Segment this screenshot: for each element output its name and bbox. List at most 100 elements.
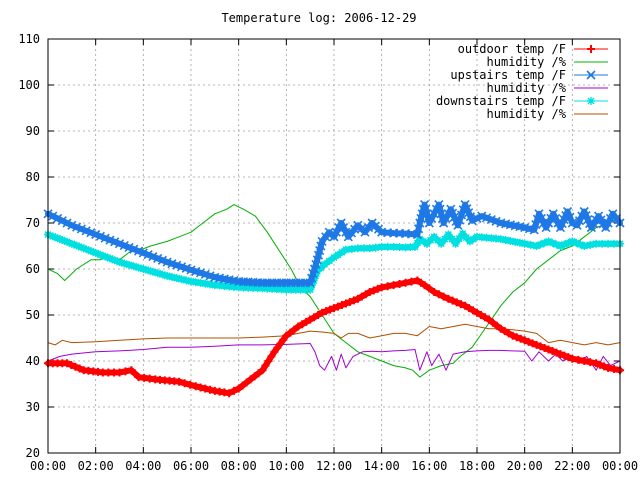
data-point	[333, 302, 342, 311]
data-point	[444, 294, 453, 303]
data-point	[341, 245, 350, 254]
data-point	[536, 342, 545, 351]
data-point	[330, 304, 338, 313]
data-point	[175, 377, 184, 386]
data-point	[153, 269, 162, 278]
data-point	[610, 365, 619, 374]
data-point	[377, 242, 386, 251]
y-tick-label: 90	[26, 124, 40, 138]
data-point	[548, 347, 557, 356]
data-point	[564, 353, 573, 362]
data-point	[279, 335, 288, 344]
data-point	[586, 240, 595, 249]
data-point	[57, 216, 67, 226]
data-point	[220, 282, 229, 291]
data-point	[462, 233, 471, 242]
data-point	[610, 239, 619, 248]
data-point	[515, 238, 524, 247]
data-point	[441, 213, 451, 223]
data-point	[532, 242, 541, 250]
data-point	[598, 239, 607, 248]
data-point	[506, 236, 515, 245]
data-point	[330, 253, 338, 262]
x-tick-label: 22:00	[554, 459, 590, 473]
data-point	[353, 244, 362, 253]
data-point	[110, 256, 119, 265]
data-point	[411, 242, 420, 251]
data-point	[458, 229, 467, 238]
data-point	[153, 253, 163, 263]
data-point	[574, 355, 583, 364]
data-point	[48, 232, 57, 241]
data-point	[552, 348, 561, 357]
data-point	[448, 296, 457, 305]
data-point	[115, 258, 124, 267]
data-point	[377, 283, 386, 292]
data-point	[296, 285, 305, 294]
data-point	[258, 284, 267, 293]
series-line	[47, 323, 621, 346]
data-point	[157, 255, 167, 265]
data-point	[601, 223, 611, 233]
series-line	[45, 277, 623, 397]
x-tick-label: 08:00	[221, 459, 257, 473]
data-point	[574, 216, 585, 226]
data-point	[291, 285, 300, 294]
data-point	[373, 284, 382, 293]
data-point	[453, 220, 463, 230]
data-point	[191, 278, 200, 287]
data-point	[572, 220, 582, 230]
data-point	[420, 281, 429, 290]
data-point	[101, 252, 110, 261]
data-point	[331, 227, 341, 237]
data-point	[467, 216, 477, 226]
data-point	[469, 235, 478, 244]
data-point	[180, 379, 189, 388]
data-point	[129, 244, 139, 254]
legend-label: humidity /%	[487, 81, 567, 95]
data-point	[71, 362, 80, 371]
y-tick-label: 60	[26, 262, 40, 276]
data-point	[452, 298, 461, 307]
data-point	[520, 336, 529, 345]
data-point	[586, 358, 595, 367]
data-point	[568, 237, 577, 246]
legend-label: upstairs temp /F	[450, 68, 566, 82]
data-point	[261, 361, 270, 370]
data-point	[196, 278, 205, 287]
data-point	[206, 385, 215, 394]
data-point	[114, 239, 125, 249]
series-5	[47, 323, 621, 346]
x-tick-label: 04:00	[125, 459, 161, 473]
data-point	[592, 359, 601, 368]
y-tick-label: 110	[18, 32, 40, 46]
x-tick-label: 06:00	[173, 459, 209, 473]
data-point	[129, 262, 138, 271]
data-point	[430, 232, 439, 241]
data-point	[419, 237, 428, 246]
data-point	[62, 218, 72, 228]
data-point	[576, 240, 585, 249]
legend-label: humidity /%	[487, 55, 567, 69]
data-point	[187, 277, 195, 286]
data-point	[76, 224, 86, 234]
data-point	[424, 218, 434, 228]
data-point	[439, 292, 448, 301]
data-point	[96, 250, 105, 259]
y-tick-label: 70	[26, 216, 40, 230]
data-point	[258, 366, 267, 375]
data-point	[544, 345, 553, 354]
data-point	[359, 244, 368, 253]
data-point	[551, 213, 561, 223]
data-point	[516, 334, 525, 343]
data-point	[121, 367, 130, 376]
data-point	[567, 218, 577, 228]
legend-label: humidity /%	[487, 107, 567, 121]
data-point	[158, 270, 167, 279]
data-point	[326, 305, 335, 314]
data-point	[67, 361, 76, 370]
data-point	[422, 239, 431, 248]
data-point	[401, 243, 410, 252]
data-point	[63, 359, 72, 368]
